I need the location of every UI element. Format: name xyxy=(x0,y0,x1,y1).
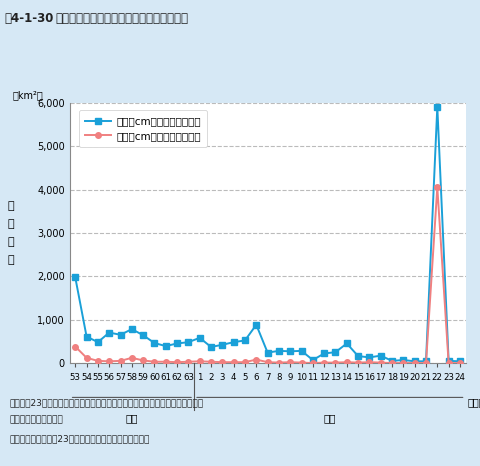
年間４cm以上沈下した地域 xyxy=(95,358,101,363)
年間２cm以上沈下した地域 xyxy=(140,332,146,338)
年間２cm以上沈下した地域 xyxy=(208,344,214,350)
年間４cm以上沈下した地域 xyxy=(389,360,395,366)
年間４cm以上沈下した地域 xyxy=(72,344,78,350)
年間２cm以上沈下した地域 xyxy=(253,322,259,328)
年間４cm以上沈下した地域 xyxy=(423,360,429,366)
年間４cm以上沈下した地域 xyxy=(106,358,112,364)
Text: 図4-1-30: 図4-1-30 xyxy=(5,12,54,25)
年間４cm以上沈下した地域 xyxy=(140,357,146,363)
年間２cm以上沈下した地域 xyxy=(185,339,191,345)
年間２cm以上沈下した地域 xyxy=(129,326,135,332)
年間４cm以上沈下した地域 xyxy=(231,359,237,365)
年間２cm以上沈下した地域 xyxy=(152,340,157,346)
年間４cm以上沈下した地域 xyxy=(253,357,259,363)
年間２cm以上沈下した地域 xyxy=(231,339,237,345)
年間４cm以上沈下した地域 xyxy=(129,355,135,361)
年間４cm以上沈下した地域 xyxy=(163,359,168,364)
年間２cm以上沈下した地域 xyxy=(457,358,463,364)
年間４cm以上沈下した地域 xyxy=(457,360,463,366)
年間２cm以上沈下した地域 xyxy=(310,357,316,363)
年間４cm以上沈下した地域 xyxy=(310,360,316,366)
年間４cm以上沈下した地域 xyxy=(208,359,214,364)
Text: 資料：環境省「平成23年度全国の地盤沈下地域の概況」: 資料：環境省「平成23年度全国の地盤沈下地域の概況」 xyxy=(10,434,150,443)
年間２cm以上沈下した地域 xyxy=(412,358,418,364)
年間２cm以上沈下した地域 xyxy=(344,341,349,346)
年間２cm以上沈下した地域 xyxy=(288,349,293,354)
年間４cm以上沈下した地域 xyxy=(412,360,418,366)
年間２cm以上沈下した地域 xyxy=(95,339,101,345)
Text: 昭和: 昭和 xyxy=(126,413,138,423)
年間４cm以上沈下した地域 xyxy=(152,359,157,364)
年間４cm以上沈下した地域 xyxy=(185,359,191,364)
年間４cm以上沈下した地域 xyxy=(333,360,338,365)
Text: 沈下面積を含む。: 沈下面積を含む。 xyxy=(10,416,63,425)
年間２cm以上沈下した地域 xyxy=(400,357,406,363)
年間４cm以上沈下した地域 xyxy=(446,360,452,366)
年間２cm以上沈下した地域 xyxy=(118,332,123,337)
年間２cm以上沈下した地域 xyxy=(276,348,282,354)
年間４cm以上沈下した地域 xyxy=(219,359,225,365)
年間４cm以上沈下した地域 xyxy=(355,360,361,365)
年間２cm以上沈下した地域 xyxy=(242,338,248,343)
Text: （km²）: （km²） xyxy=(12,90,43,100)
年間４cm以上沈下した地域 xyxy=(242,359,248,365)
年間４cm以上沈下した地域 xyxy=(288,359,293,365)
年間４cm以上沈下した地域 xyxy=(118,358,123,363)
年間４cm以上沈下した地域 xyxy=(321,360,327,365)
年間４cm以上沈下した地域 xyxy=(367,359,372,365)
年間２cm以上沈下した地域 xyxy=(367,355,372,360)
年間２cm以上沈下した地域 xyxy=(72,274,78,280)
年間２cm以上沈下した地域 xyxy=(333,350,338,355)
年間４cm以上沈下した地域 xyxy=(276,360,282,365)
年間２cm以上沈下した地域 xyxy=(434,104,440,110)
年間４cm以上沈下した地域 xyxy=(400,360,406,366)
Line: 年間４cm以上沈下した地域: 年間４cm以上沈下した地域 xyxy=(72,185,463,366)
Legend: 年間２cm以上沈下した地域, 年間４cm以上沈下した地域: 年間２cm以上沈下した地域, 年間４cm以上沈下した地域 xyxy=(79,110,207,147)
年間４cm以上沈下した地域 xyxy=(299,360,304,365)
年間２cm以上沈下した地域 xyxy=(423,358,429,364)
年間４cm以上沈下した地域 xyxy=(174,359,180,365)
年間２cm以上沈下した地域 xyxy=(84,334,89,339)
年間２cm以上沈下した地域 xyxy=(355,353,361,359)
年間２cm以上沈下した地域 xyxy=(197,335,203,341)
年間２cm以上沈下した地域 xyxy=(378,353,384,358)
年間２cm以上沈下した地域 xyxy=(389,358,395,363)
Text: 注：平成23年度は東北地方太平洋沖地震による影響があると考えられる地域の: 注：平成23年度は東北地方太平洋沖地震による影響があると考えられる地域の xyxy=(10,398,204,407)
年間２cm以上沈下した地域 xyxy=(321,351,327,356)
年間４cm以上沈下した地域 xyxy=(84,355,89,361)
年間４cm以上沈下した地域 xyxy=(344,359,349,365)
年間２cm以上沈下した地域 xyxy=(446,358,452,363)
Text: 平成: 平成 xyxy=(324,413,336,423)
年間２cm以上沈下した地域 xyxy=(174,341,180,346)
年間４cm以上沈下した地域 xyxy=(264,359,270,365)
Text: 全国の地盤沈下地域の面積（年度別推移）: 全国の地盤沈下地域の面積（年度別推移） xyxy=(55,12,188,25)
年間２cm以上沈下した地域 xyxy=(219,342,225,348)
年間４cm以上沈下した地域 xyxy=(378,360,384,365)
年間２cm以上沈下した地域 xyxy=(299,348,304,354)
Text: 沈
下
面
積: 沈 下 面 積 xyxy=(7,201,14,265)
年間２cm以上沈下した地域 xyxy=(264,350,270,356)
年間２cm以上沈下した地域 xyxy=(163,343,168,349)
Line: 年間２cm以上沈下した地域: 年間２cm以上沈下した地域 xyxy=(72,104,463,364)
Text: （年度）: （年度） xyxy=(468,397,480,407)
年間２cm以上沈下した地域 xyxy=(106,330,112,336)
年間４cm以上沈下した地域 xyxy=(434,185,440,190)
年間４cm以上沈下した地域 xyxy=(197,358,203,364)
